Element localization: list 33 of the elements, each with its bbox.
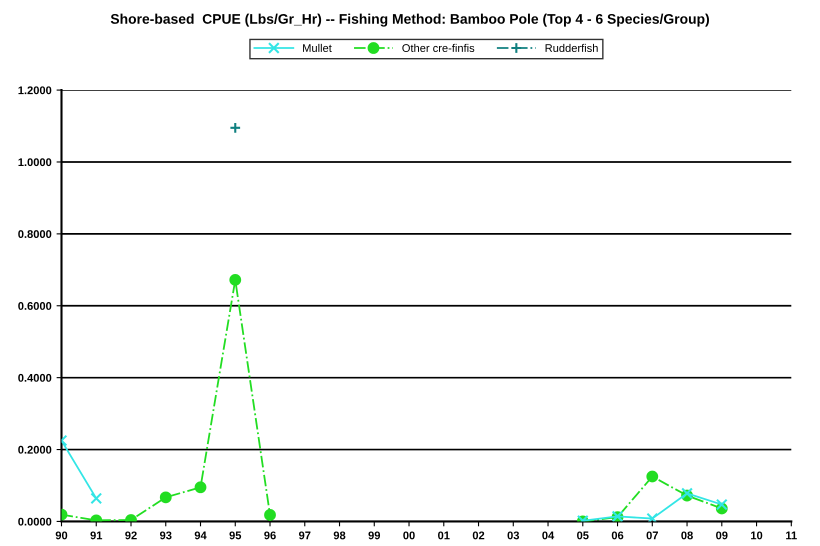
x-tick-label: 09 xyxy=(716,531,728,540)
x-tick-label: 05 xyxy=(577,531,589,540)
legend-label: Other cre-finfis xyxy=(402,44,474,52)
x-tick-label: 01 xyxy=(438,531,450,540)
x-tick-label: 94 xyxy=(194,531,207,540)
y-tick-label: 1.2000 xyxy=(18,86,52,94)
y-tick-label: 0.2000 xyxy=(18,446,52,454)
x-tick-label: 06 xyxy=(612,531,624,540)
y-tick-label: 0.4000 xyxy=(18,374,52,382)
chart-title: Shore-based CPUE (Lbs/Gr_Hr) -- Fishing Method: Bamboo Pole (Top 4 - 6 Species/Group) xyxy=(110,14,709,27)
x-tick-label: 92 xyxy=(125,531,137,540)
x-tick-label: 96 xyxy=(264,531,276,540)
y-tick-label: 0.6000 xyxy=(18,302,52,310)
y-tick-label: 0.8000 xyxy=(18,230,52,238)
x-tick-label: 02 xyxy=(472,531,484,540)
x-tick-label: 97 xyxy=(298,531,310,540)
x-tick-label: 11 xyxy=(786,532,797,540)
x-tick-label: 93 xyxy=(160,531,172,540)
x-tick-label: 08 xyxy=(681,531,693,540)
x-tick-label: 90 xyxy=(56,531,68,540)
x-tick-label: 03 xyxy=(508,531,520,540)
x-tick-label: 91 xyxy=(90,531,102,540)
x-tick-label: 95 xyxy=(229,531,242,540)
x-tick-label: 10 xyxy=(751,531,762,540)
x-tick-label: 99 xyxy=(368,531,380,540)
x-tick-label: 04 xyxy=(542,531,554,540)
y-tick-label: 0.0000 xyxy=(18,518,52,526)
legend-label: Mullet xyxy=(303,44,332,52)
x-tick-label: 00 xyxy=(403,531,415,540)
y-tick-label: 1.0000 xyxy=(18,158,52,166)
legend-label: Rudderfish xyxy=(546,44,598,52)
x-tick-label: 07 xyxy=(646,531,658,540)
x-tick-label: 98 xyxy=(334,531,346,540)
